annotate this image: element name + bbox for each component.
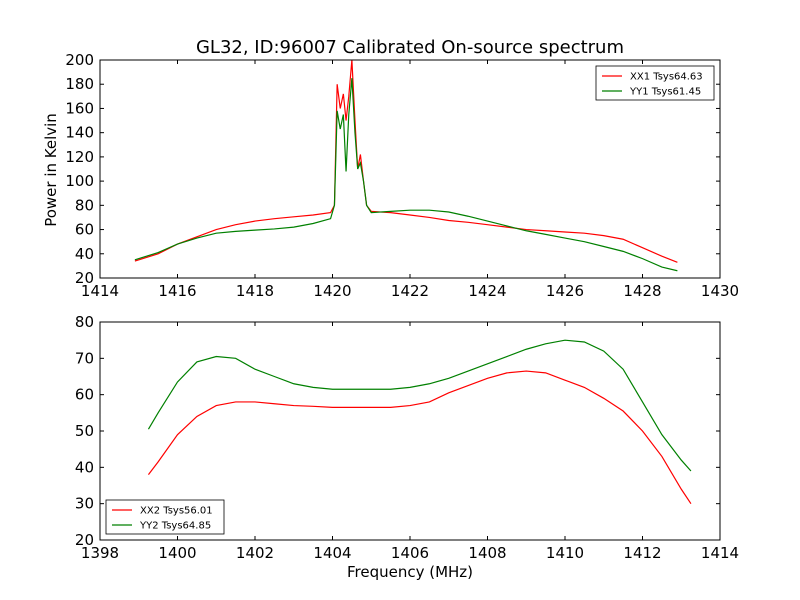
- top-legend: XX1 Tsys64.63 YY1 Tsys61.45: [595, 65, 715, 101]
- bottom-x-tick-label: 1408: [468, 544, 506, 562]
- top-y-tick-label: 200: [65, 51, 94, 69]
- top-y-tick-label: 120: [65, 148, 94, 166]
- top-series-line-2: [134, 78, 678, 272]
- top-y-tick-label: 140: [65, 124, 94, 142]
- bottom-series-line-1: [147, 370, 692, 505]
- top-x-tick-label: 1430: [701, 282, 739, 300]
- top-y-axis-label: Power in Kelvin: [42, 113, 60, 227]
- top-x-tick-label: 1424: [468, 282, 506, 300]
- top-x-tick-label: 1414: [81, 282, 119, 300]
- top-y-tick-label: 180: [65, 75, 94, 93]
- bottom-legend-box: [105, 499, 225, 535]
- bottom-panel: 1398 1400 1402 1404 1406 1408 1410 1412 1414 20 30…: [75, 313, 739, 562]
- top-x-tick-label: 1428: [623, 282, 661, 300]
- top-x-tick-label: 1420: [313, 282, 351, 300]
- bottom-x-tick-label: 1400: [158, 544, 196, 562]
- bottom-x-tick-label: 1404: [313, 544, 351, 562]
- bottom-y-tick-label: 50: [75, 422, 94, 440]
- bottom-y-tick-label: 60: [75, 386, 94, 404]
- bottom-x-tick-label: 1410: [546, 544, 584, 562]
- top-y-tick-label: 60: [75, 221, 94, 239]
- bottom-x-tick-label: 1414: [701, 544, 739, 562]
- bottom-legend-label-1: XX2 Tsys56.01: [140, 506, 213, 517]
- top-x-tick-label: 1426: [546, 282, 584, 300]
- bottom-legend: XX2 Tsys56.01 YY2 Tsys64.85: [105, 499, 225, 535]
- bottom-y-tick-label: 40: [75, 458, 94, 476]
- bottom-series-line-2: [147, 339, 692, 472]
- bottom-y-tick-label: 80: [75, 313, 94, 331]
- top-y-tick-label: 20: [75, 269, 94, 287]
- bottom-y-tick-label: 20: [75, 531, 94, 549]
- top-y-tick-label: 80: [75, 196, 94, 214]
- chart-title: GL32, ID:96007 Calibrated On-source spec…: [196, 37, 624, 58]
- top-x-tick-label: 1416: [158, 282, 196, 300]
- top-x-tick-label: 1418: [236, 282, 274, 300]
- top-legend-label-2: YY1 Tsys61.45: [629, 87, 701, 98]
- top-y-tick-label: 160: [65, 99, 94, 117]
- top-panel: 1414 1416 1418 1420 1422 1424 1426 1428 1430 20 40…: [65, 51, 739, 300]
- bottom-x-axis-label: Frequency (MHz): [347, 563, 473, 581]
- bottom-y-tick-label: 70: [75, 349, 94, 367]
- bottom-x-tick-label: 1406: [391, 544, 429, 562]
- bottom-y-tick-label: 30: [75, 495, 94, 513]
- bottom-x-tick-label: 1402: [236, 544, 274, 562]
- bottom-x-tick-label: 1412: [623, 544, 661, 562]
- top-y-tick-label: 100: [65, 172, 94, 190]
- top-legend-box: [595, 65, 715, 101]
- top-legend-label-1: XX1 Tsys64.63: [630, 72, 703, 83]
- top-y-tick-label: 40: [75, 245, 94, 263]
- top-x-tick-label: 1422: [391, 282, 429, 300]
- bottom-legend-label-2: YY2 Tsys64.85: [139, 521, 211, 532]
- bottom-x-tick-label: 1398: [81, 544, 119, 562]
- top-series-line-1: [134, 60, 678, 263]
